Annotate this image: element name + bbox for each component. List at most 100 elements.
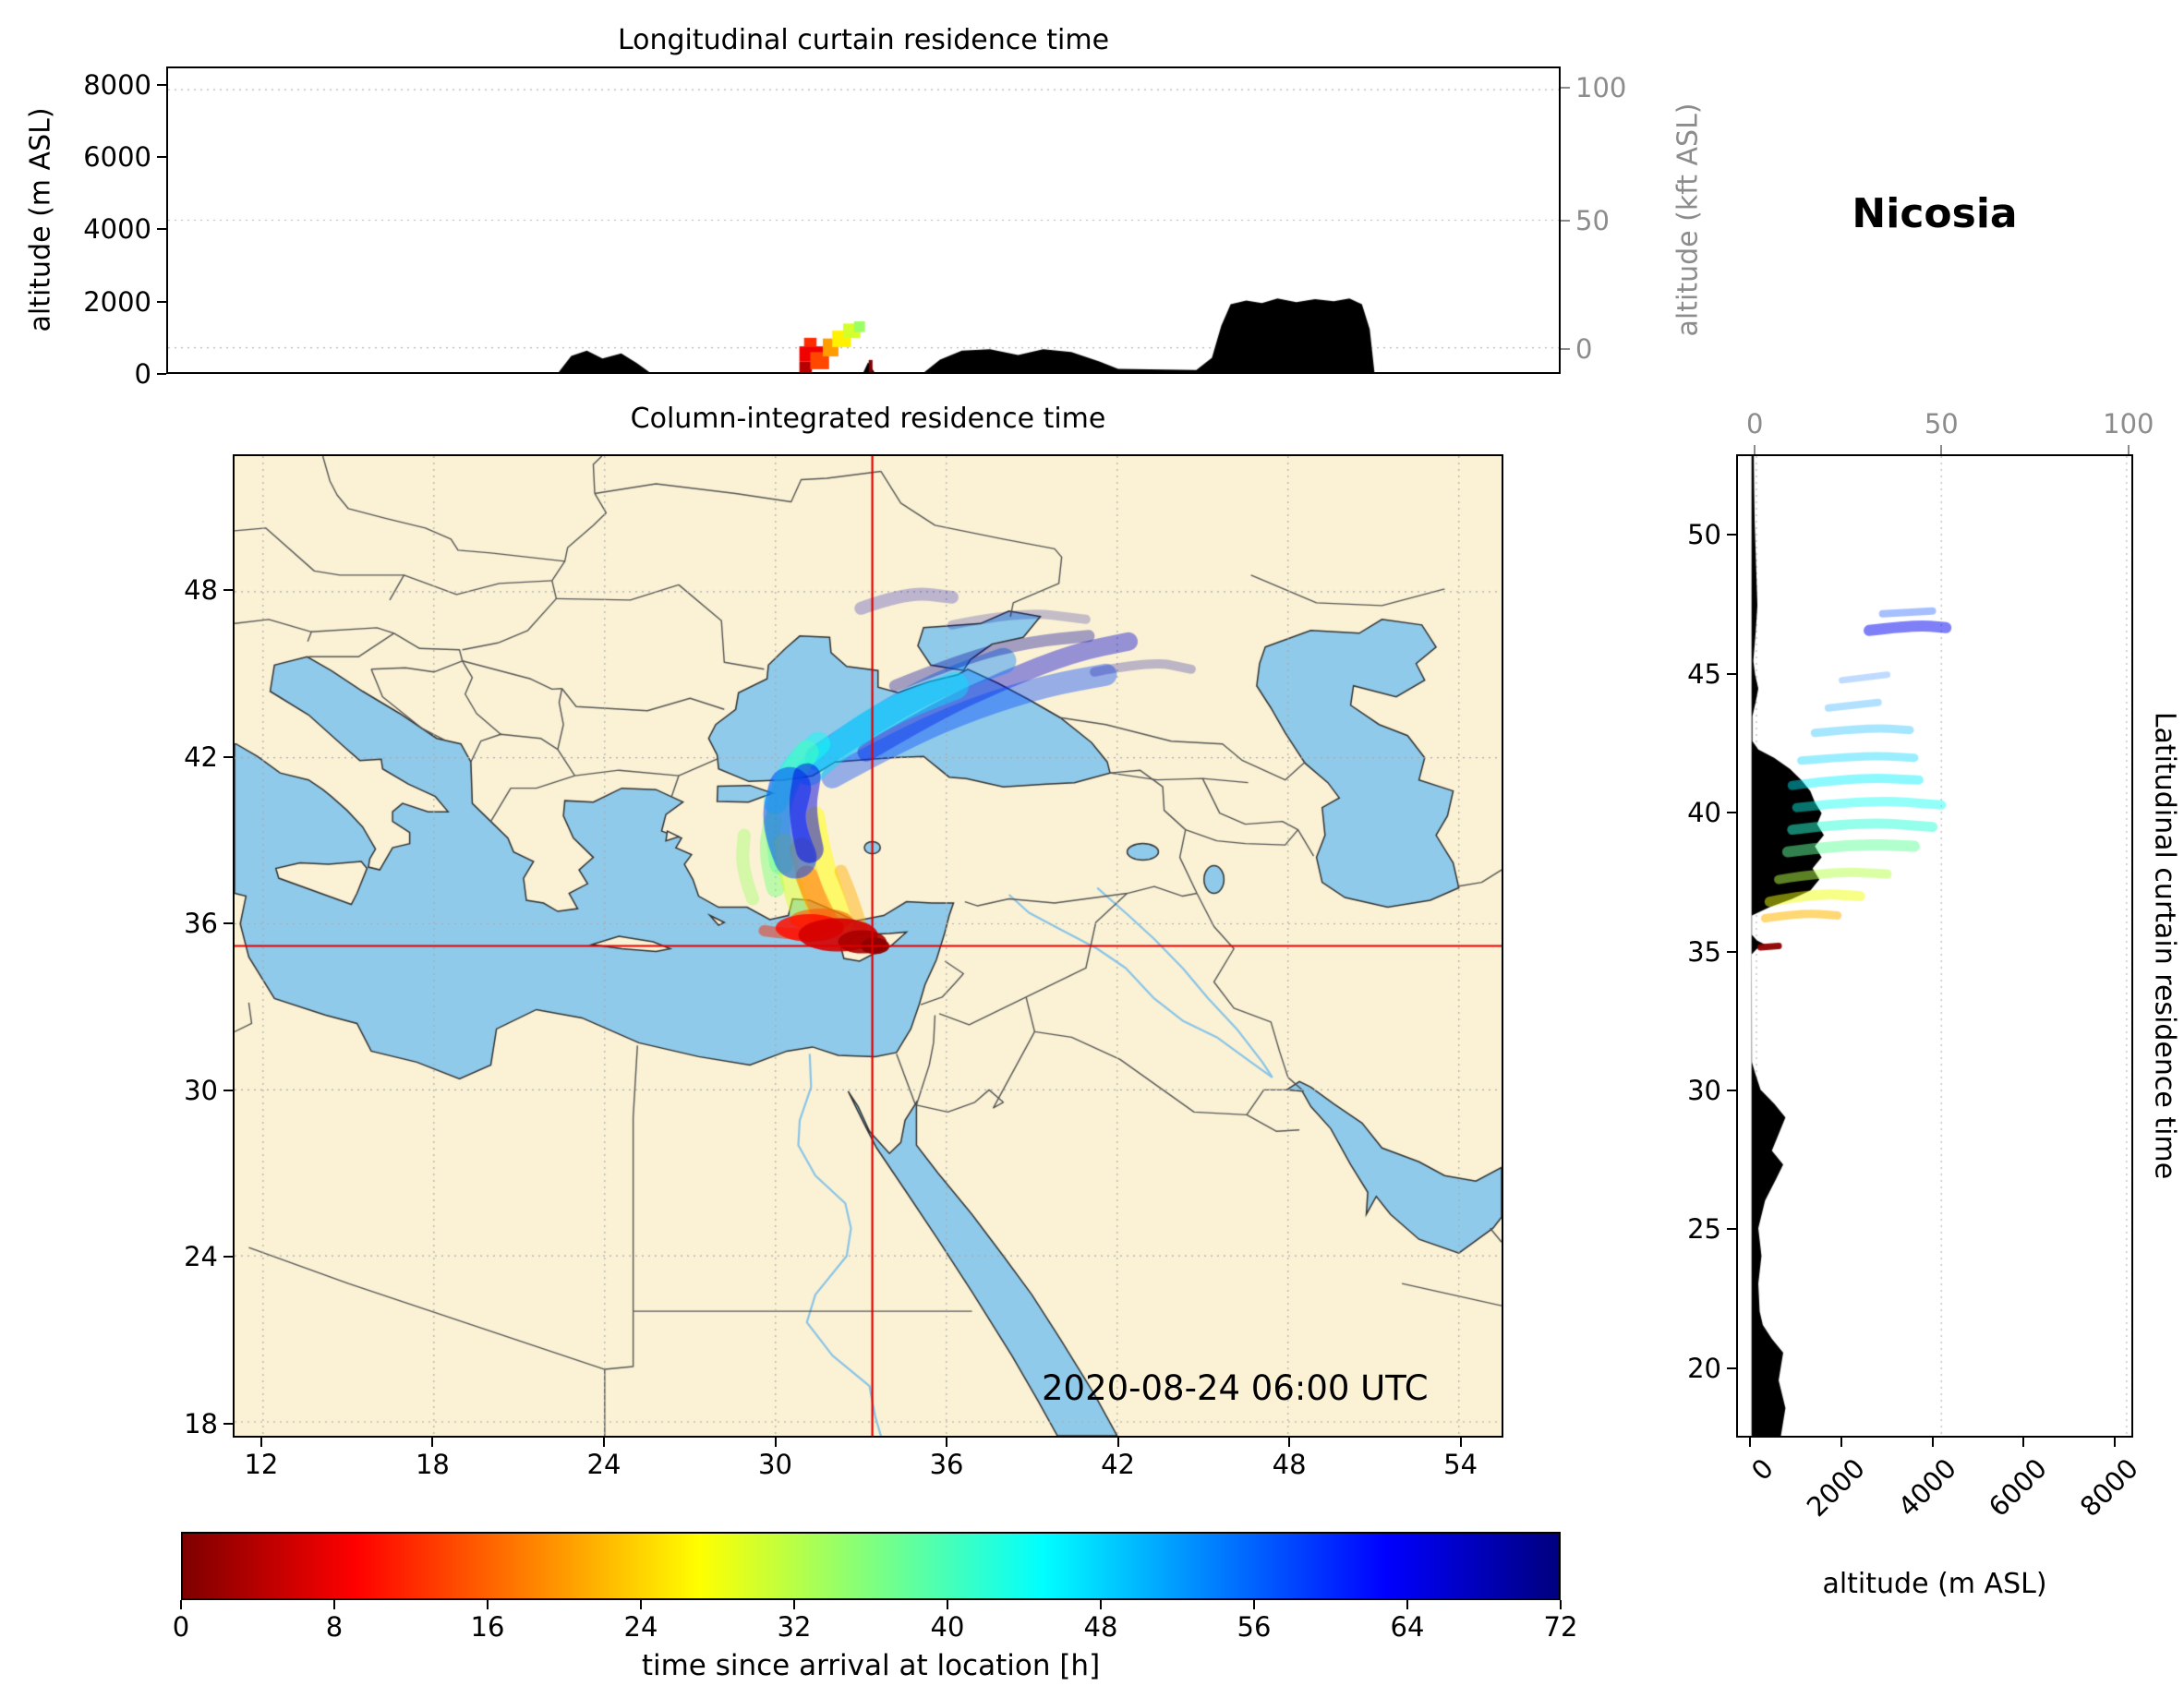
tick-mark <box>223 1089 233 1091</box>
tick-mark <box>333 1600 335 1609</box>
tick-label: 100 <box>2103 408 2154 440</box>
tick-mark <box>157 300 166 303</box>
colorbar <box>181 1532 1561 1600</box>
tick-label: 56 <box>1237 1611 1272 1643</box>
tick-label: 16 <box>470 1611 505 1643</box>
tick-label: 30 <box>758 1449 792 1480</box>
tick-mark <box>431 1438 434 1447</box>
tick-mark <box>2022 1438 2025 1447</box>
tick-label: 100 <box>1575 72 1627 104</box>
tick-mark <box>602 1438 605 1447</box>
tick-label: 12 <box>244 1449 279 1480</box>
tick-label: 50 <box>1924 408 1959 440</box>
tick-label: 0 <box>172 1611 190 1643</box>
tick-mark <box>1459 1438 1462 1447</box>
latitudinal-curtain-plot <box>1738 456 2131 1436</box>
tick-mark <box>223 922 233 925</box>
tick-mark <box>259 1438 262 1447</box>
tick-mark <box>1561 219 1570 222</box>
tick-mark <box>157 83 166 86</box>
tick-label: 0 <box>1745 408 1764 440</box>
tick-mark <box>1748 1438 1751 1447</box>
tick-mark <box>1727 1089 1736 1091</box>
tick-mark <box>223 1422 233 1425</box>
tick-mark <box>1931 1438 1934 1447</box>
map-panel-title: Column-integrated residence time <box>630 403 1106 435</box>
tick-mark <box>157 155 166 158</box>
top-panel-ylabel-left: altitude (m ASL) <box>24 107 57 332</box>
tick-label: 42 <box>1101 1449 1135 1480</box>
column-integrated-map <box>235 456 1502 1436</box>
tick-label: 8 <box>325 1611 344 1643</box>
tick-mark <box>180 1600 182 1609</box>
tick-mark <box>1561 87 1570 90</box>
tick-mark <box>1727 1367 1736 1369</box>
tick-mark <box>223 755 233 758</box>
colorbar-gradient <box>183 1534 1559 1598</box>
latitudinal-curtain-panel <box>1736 454 2133 1438</box>
tick-label: 18 <box>184 1407 218 1439</box>
tick-mark <box>1727 534 1736 536</box>
tick-mark <box>1727 950 1736 953</box>
tick-mark <box>487 1600 489 1609</box>
tick-label: 48 <box>1272 1449 1307 1480</box>
tick-label: 50 <box>1687 519 1721 551</box>
tick-label: 0 <box>134 358 151 390</box>
tick-mark <box>947 1600 948 1609</box>
tick-label: 36 <box>184 908 218 940</box>
tick-label: 50 <box>1575 204 1610 236</box>
tick-label: 24 <box>623 1611 658 1643</box>
tick-label: 20 <box>1687 1352 1721 1384</box>
tick-mark <box>946 1438 948 1447</box>
tick-label: 32 <box>777 1611 812 1643</box>
longitudinal-curtain-plot <box>168 68 1559 372</box>
tick-label: 48 <box>184 574 218 607</box>
station-name: Nicosia <box>1852 190 2018 237</box>
top-panel-ylabel-right: altitude (kft ASL) <box>1671 102 1705 337</box>
timestamp-label: 2020-08-24 06:00 UTC <box>1042 1368 1429 1408</box>
tick-label: 0 <box>1575 333 1593 366</box>
tick-mark <box>1727 672 1736 675</box>
longitudinal-curtain-panel <box>166 66 1561 374</box>
tick-label: 35 <box>1687 935 1721 968</box>
tick-mark <box>1406 1600 1408 1609</box>
tick-mark <box>1288 1438 1291 1447</box>
top-panel-title: Longitudinal curtain residence time <box>617 24 1110 56</box>
tick-label: 8000 <box>83 68 151 101</box>
tick-label: 64 <box>1390 1611 1425 1643</box>
tick-mark <box>2127 445 2130 454</box>
tick-mark <box>1560 1600 1562 1609</box>
right-panel-xlabel: altitude (m ASL) <box>1822 1568 2047 1600</box>
tick-mark <box>1100 1600 1102 1609</box>
tick-label: 6000 <box>1983 1452 2054 1523</box>
tick-label: 4000 <box>83 213 151 246</box>
tick-mark <box>1754 445 1756 454</box>
right-panel-ylabel: Latitudinal curtain residence time <box>2148 711 2181 1180</box>
colorbar-label: time since arrival at location [h] <box>641 1649 1101 1682</box>
tick-label: 42 <box>184 741 218 773</box>
tick-label: 4000 <box>1891 1452 1962 1523</box>
tick-label: 18 <box>415 1449 450 1480</box>
tick-label: 2000 <box>1800 1452 1871 1523</box>
tick-label: 8000 <box>2074 1452 2145 1523</box>
tick-mark <box>223 589 233 592</box>
tick-label: 54 <box>1443 1449 1478 1480</box>
tick-mark <box>1116 1438 1119 1447</box>
tick-label: 30 <box>1687 1074 1721 1106</box>
tick-mark <box>157 228 166 231</box>
tick-label: 6000 <box>83 140 151 173</box>
tick-label: 24 <box>586 1449 621 1480</box>
tick-label: 48 <box>1083 1611 1118 1643</box>
tick-label: 30 <box>184 1074 218 1106</box>
map-panel <box>233 454 1503 1438</box>
tick-mark <box>157 373 166 375</box>
tick-label: 72 <box>1543 1611 1578 1643</box>
tick-mark <box>640 1600 642 1609</box>
tick-label: 40 <box>1687 797 1721 829</box>
tick-mark <box>1727 1228 1736 1231</box>
tick-mark <box>223 1256 233 1258</box>
tick-mark <box>2114 1438 2117 1447</box>
tick-mark <box>1253 1600 1255 1609</box>
tick-mark <box>1840 1438 1842 1447</box>
